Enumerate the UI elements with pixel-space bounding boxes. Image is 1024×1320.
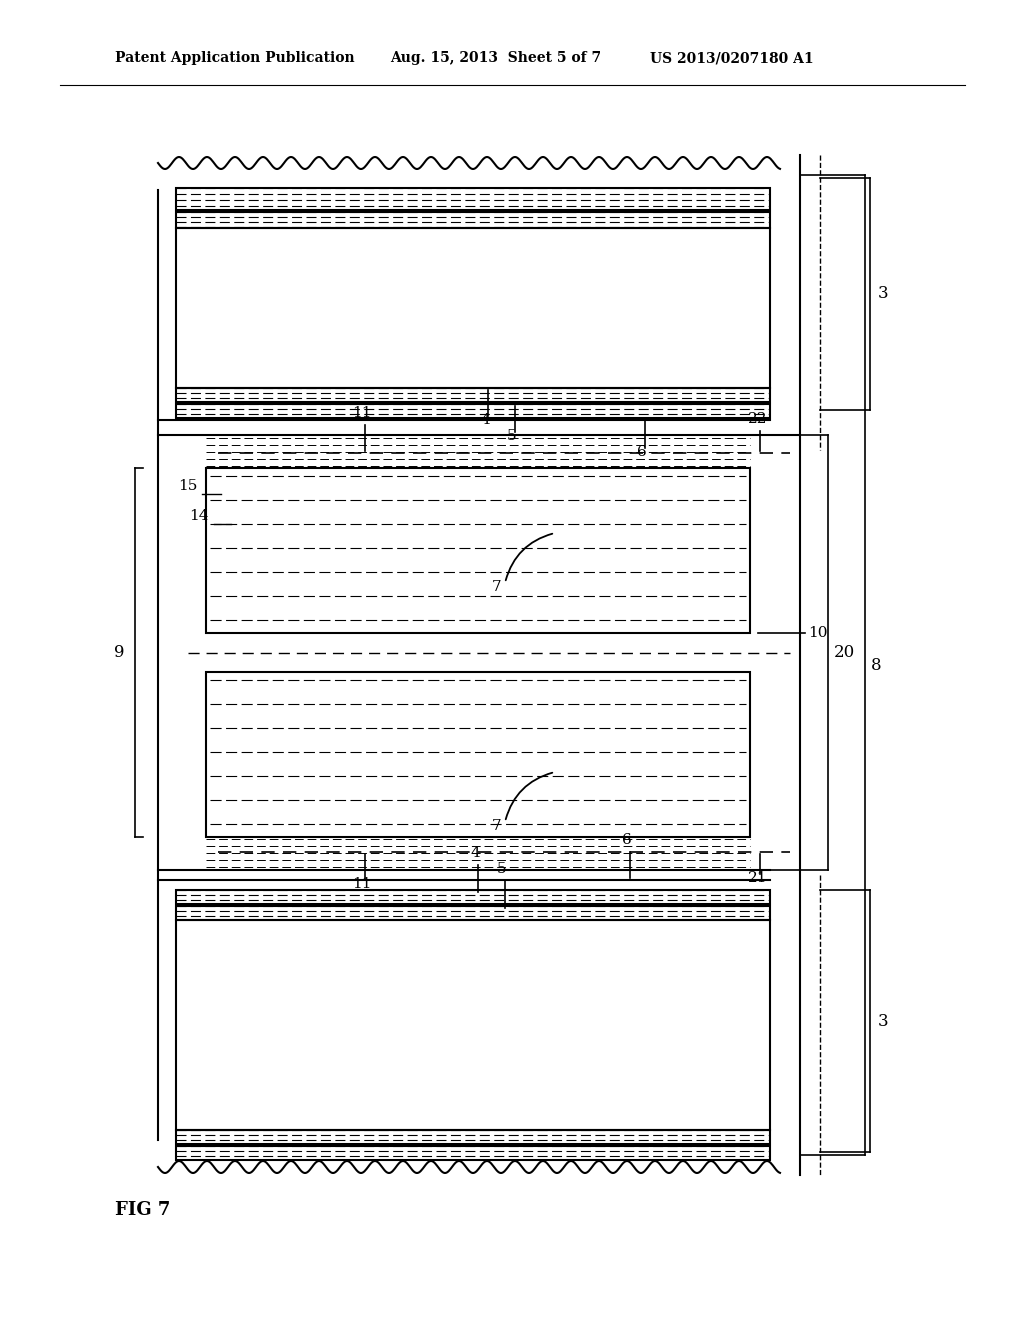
Text: 11: 11 <box>352 876 372 891</box>
Bar <box>176 1146 770 1160</box>
Bar <box>176 920 770 1130</box>
Text: 22: 22 <box>749 412 768 426</box>
Text: Patent Application Publication: Patent Application Publication <box>115 51 354 65</box>
Bar <box>176 404 770 418</box>
Text: 4: 4 <box>470 846 480 861</box>
Text: 8: 8 <box>871 656 882 673</box>
Text: US 2013/0207180 A1: US 2013/0207180 A1 <box>650 51 814 65</box>
Bar <box>176 213 770 228</box>
Text: Aug. 15, 2013  Sheet 5 of 7: Aug. 15, 2013 Sheet 5 of 7 <box>390 51 601 65</box>
Text: 21: 21 <box>749 871 768 884</box>
Text: 7: 7 <box>493 579 502 594</box>
Text: FIG 7: FIG 7 <box>115 1201 170 1218</box>
Text: 4: 4 <box>480 413 489 426</box>
Bar <box>176 187 770 210</box>
Bar <box>206 672 750 837</box>
Text: 15: 15 <box>178 479 198 492</box>
Text: 10: 10 <box>808 626 827 640</box>
Bar <box>176 228 770 388</box>
Bar <box>176 388 770 403</box>
Text: 7: 7 <box>493 818 502 833</box>
Text: 9: 9 <box>114 644 124 661</box>
Text: 5: 5 <box>498 862 507 876</box>
Text: 3: 3 <box>878 285 889 302</box>
Text: 3: 3 <box>878 1012 889 1030</box>
Bar <box>176 1130 770 1144</box>
Text: 11: 11 <box>352 407 372 420</box>
Text: 6: 6 <box>637 445 647 459</box>
Text: 20: 20 <box>834 644 855 661</box>
Bar <box>176 890 770 904</box>
Bar <box>206 469 750 634</box>
Text: 14: 14 <box>189 510 209 523</box>
Bar <box>176 906 770 920</box>
Text: 5: 5 <box>507 429 517 444</box>
Text: 6: 6 <box>623 833 632 847</box>
